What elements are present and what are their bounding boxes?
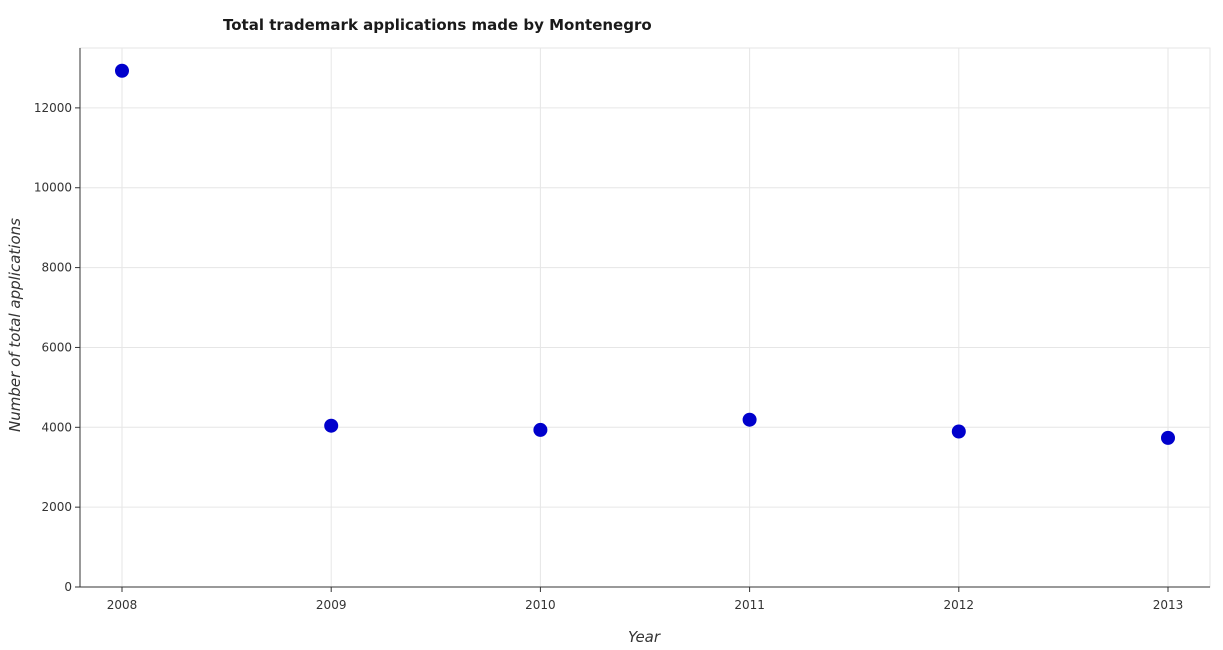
x-tick-label: 2008 — [107, 598, 138, 612]
y-tick-label: 0 — [64, 580, 72, 594]
data-point — [742, 412, 757, 427]
x-axis-label: Year — [628, 628, 661, 646]
grid — [79, 47, 1211, 588]
data-point — [951, 424, 966, 439]
y-tick-label: 2000 — [41, 500, 72, 514]
plot-border — [79, 47, 1211, 588]
x-tick-label: 2012 — [944, 598, 975, 612]
x-tick-label: 2010 — [525, 598, 556, 612]
chart-title: Total trademark applications made by Mon… — [223, 16, 652, 34]
data-point — [533, 422, 548, 437]
x-tick-labels: 2008 2009 2010 2011 2012 2013 — [107, 598, 1184, 612]
x-tick-label: 2011 — [734, 598, 765, 612]
data-point — [324, 418, 339, 433]
x-tick-label: 2009 — [316, 598, 347, 612]
y-axis-label: Number of total applications — [6, 218, 24, 432]
data-point — [1161, 430, 1175, 445]
y-tick-label: 4000 — [41, 420, 72, 434]
y-tick-label: 6000 — [41, 340, 72, 354]
y-tick-label: 12000 — [34, 101, 72, 115]
x-tick-label: 2013 — [1153, 598, 1184, 612]
data-point — [115, 63, 129, 78]
data-points — [115, 63, 1175, 445]
axes — [75, 48, 1210, 592]
y-tick-label: 8000 — [41, 261, 72, 275]
y-tick-label: 10000 — [34, 181, 72, 195]
y-tick-labels: 0 2000 4000 6000 8000 10000 12000 — [34, 101, 72, 594]
